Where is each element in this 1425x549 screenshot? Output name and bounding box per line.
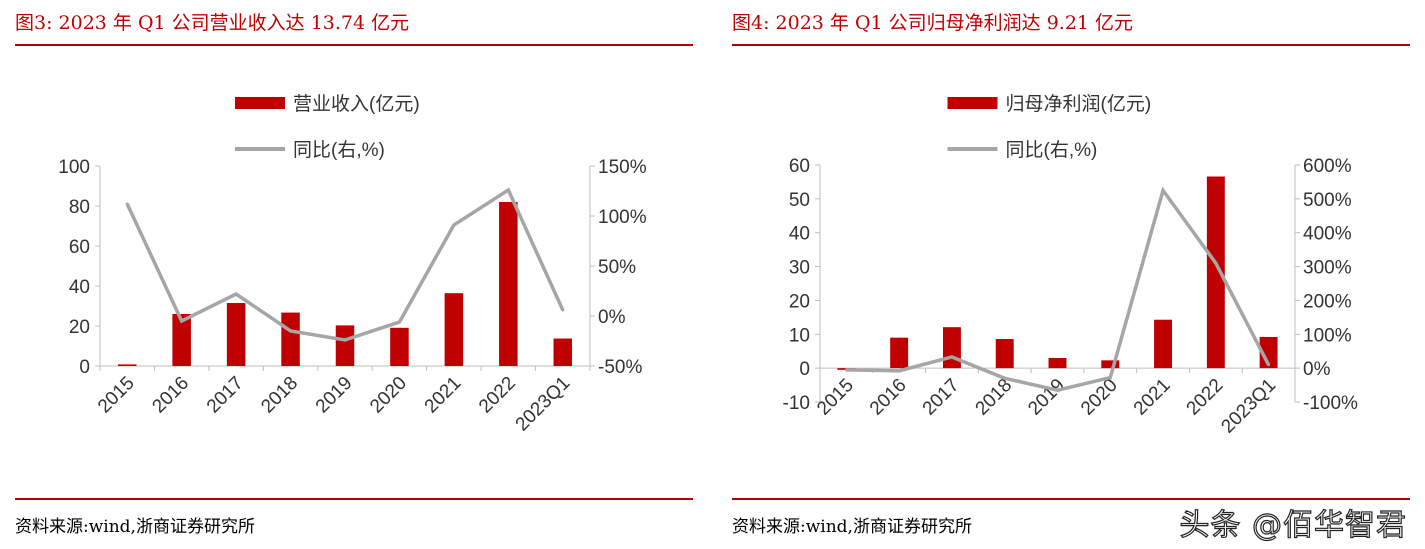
source-note: 资料来源:wind,浙商证券研究所 bbox=[732, 517, 972, 537]
bar bbox=[1259, 336, 1278, 369]
line-point bbox=[180, 319, 184, 323]
source-note: 资料来源:wind,浙商证券研究所 bbox=[15, 517, 255, 537]
figure-4-title: 图4: 2023 年 Q1 公司归母净利润达 9.21 亿元 bbox=[732, 12, 1134, 34]
x-tick-label: 2017 bbox=[203, 373, 248, 418]
line-point bbox=[1161, 188, 1165, 192]
x-tick-label: 2017 bbox=[919, 375, 964, 420]
bar bbox=[499, 202, 518, 366]
x-tick-label: 2021 bbox=[421, 373, 466, 418]
y2-tick-label: -100% bbox=[1303, 393, 1358, 414]
y-tick-label: 0 bbox=[799, 359, 810, 380]
line-point bbox=[234, 292, 238, 296]
y-tick-label: 20 bbox=[69, 317, 90, 338]
y2-tick-label: 500% bbox=[1303, 190, 1352, 211]
y-tick-label: 10 bbox=[789, 325, 810, 346]
line-point bbox=[1108, 376, 1112, 380]
x-tick-label: 2016 bbox=[866, 375, 911, 420]
bar bbox=[444, 293, 464, 366]
bar bbox=[890, 337, 909, 369]
y2-tick-label: 200% bbox=[1303, 291, 1352, 312]
bar bbox=[1206, 176, 1225, 369]
y-tick-label: 60 bbox=[789, 156, 810, 177]
legend-label: 归母净利润(亿元) bbox=[1006, 93, 1152, 115]
x-tick-label: 2018 bbox=[257, 373, 302, 418]
line-point bbox=[289, 329, 293, 333]
bar bbox=[1048, 357, 1067, 369]
line-point bbox=[1267, 363, 1271, 367]
y2-tick-label: 100% bbox=[598, 207, 647, 228]
y2-tick-label: 0% bbox=[1303, 359, 1331, 380]
bar bbox=[1101, 360, 1120, 369]
line-point bbox=[950, 355, 954, 359]
y2-tick-label: 300% bbox=[1303, 258, 1352, 279]
yoy-line bbox=[125, 187, 565, 342]
bar bbox=[172, 314, 191, 366]
y-tick-label: 40 bbox=[789, 224, 810, 245]
x-tick-label: 2016 bbox=[148, 373, 193, 418]
y-tick-label: 40 bbox=[69, 277, 90, 298]
y2-tick-label: 150% bbox=[598, 157, 647, 178]
x-tick-label: 2015 bbox=[94, 373, 139, 418]
legend-bar-swatch bbox=[235, 97, 285, 109]
bar bbox=[117, 364, 137, 366]
legend-label: 同比(右,%) bbox=[1006, 139, 1098, 161]
bar bbox=[281, 312, 300, 366]
line-point bbox=[897, 369, 901, 373]
legend-label: 营业收入(亿元) bbox=[293, 93, 420, 115]
y-tick-label: 0 bbox=[79, 357, 90, 378]
line-point bbox=[343, 338, 347, 342]
title-rule bbox=[15, 44, 693, 46]
figure-3-title: 图3: 2023 年 Q1 公司营业收入达 13.74 亿元 bbox=[15, 12, 410, 34]
y2-tick-label: 600% bbox=[1303, 156, 1352, 177]
bar bbox=[335, 325, 355, 366]
line-point bbox=[1003, 376, 1007, 380]
line-point bbox=[844, 368, 848, 372]
x-tick-label: 2022 bbox=[1183, 375, 1228, 420]
revenue-chart: 营业收入(亿元) 同比(右,%) 0 20 40 60 80 100 -50% 0% 50% 100%… bbox=[58, 93, 647, 436]
x-tick-label: 2018 bbox=[972, 375, 1017, 420]
y-tick-label: 20 bbox=[789, 291, 810, 312]
line-point bbox=[452, 223, 456, 227]
bar bbox=[226, 303, 246, 366]
y-tick-label: 50 bbox=[789, 190, 810, 211]
x-tick-label: 2022 bbox=[475, 373, 520, 418]
x-tick-label: 2019 bbox=[312, 373, 357, 418]
y-tick-label: 100 bbox=[58, 157, 90, 178]
x-tick-label: 2023Q1 bbox=[512, 373, 575, 436]
y2-tick-label: 50% bbox=[598, 257, 636, 278]
source-rule bbox=[15, 498, 693, 500]
x-tick-label: 2019 bbox=[1024, 375, 1069, 420]
line-point bbox=[506, 188, 510, 192]
x-tick-label: 2023Q1 bbox=[1217, 375, 1280, 438]
legend-bar-swatch bbox=[947, 97, 998, 109]
line-point bbox=[397, 320, 401, 324]
y-tick-label: 30 bbox=[789, 258, 810, 279]
y2-tick-label: -50% bbox=[598, 357, 642, 378]
y2-tick-label: 0% bbox=[598, 307, 626, 328]
source-rule bbox=[732, 498, 1410, 500]
x-tick-label: 2020 bbox=[366, 373, 411, 418]
watermark: 头条 @佰华智君 bbox=[1179, 507, 1407, 543]
bar bbox=[553, 338, 573, 366]
y-tick-label: 80 bbox=[69, 197, 90, 218]
bar bbox=[942, 327, 961, 369]
bar bbox=[390, 327, 409, 366]
title-rule bbox=[732, 44, 1410, 46]
bar bbox=[1154, 319, 1173, 369]
y2-tick-label: 100% bbox=[1303, 325, 1352, 346]
y-tick-label: 60 bbox=[69, 237, 90, 258]
legend-label: 同比(右,%) bbox=[293, 139, 385, 161]
line-point bbox=[1056, 388, 1059, 392]
bar bbox=[995, 339, 1014, 369]
line-point bbox=[561, 308, 565, 312]
x-tick-label: 2021 bbox=[1130, 375, 1175, 420]
line-point bbox=[1214, 261, 1218, 265]
net-profit-chart: 归母净利润(亿元) 同比(右,%) -10 0 10 20 30 40 50 60 -100% 0% 1… bbox=[783, 93, 1358, 438]
line-point bbox=[125, 202, 129, 206]
y-tick-label: -10 bbox=[783, 393, 810, 414]
y2-tick-label: 400% bbox=[1303, 224, 1352, 245]
